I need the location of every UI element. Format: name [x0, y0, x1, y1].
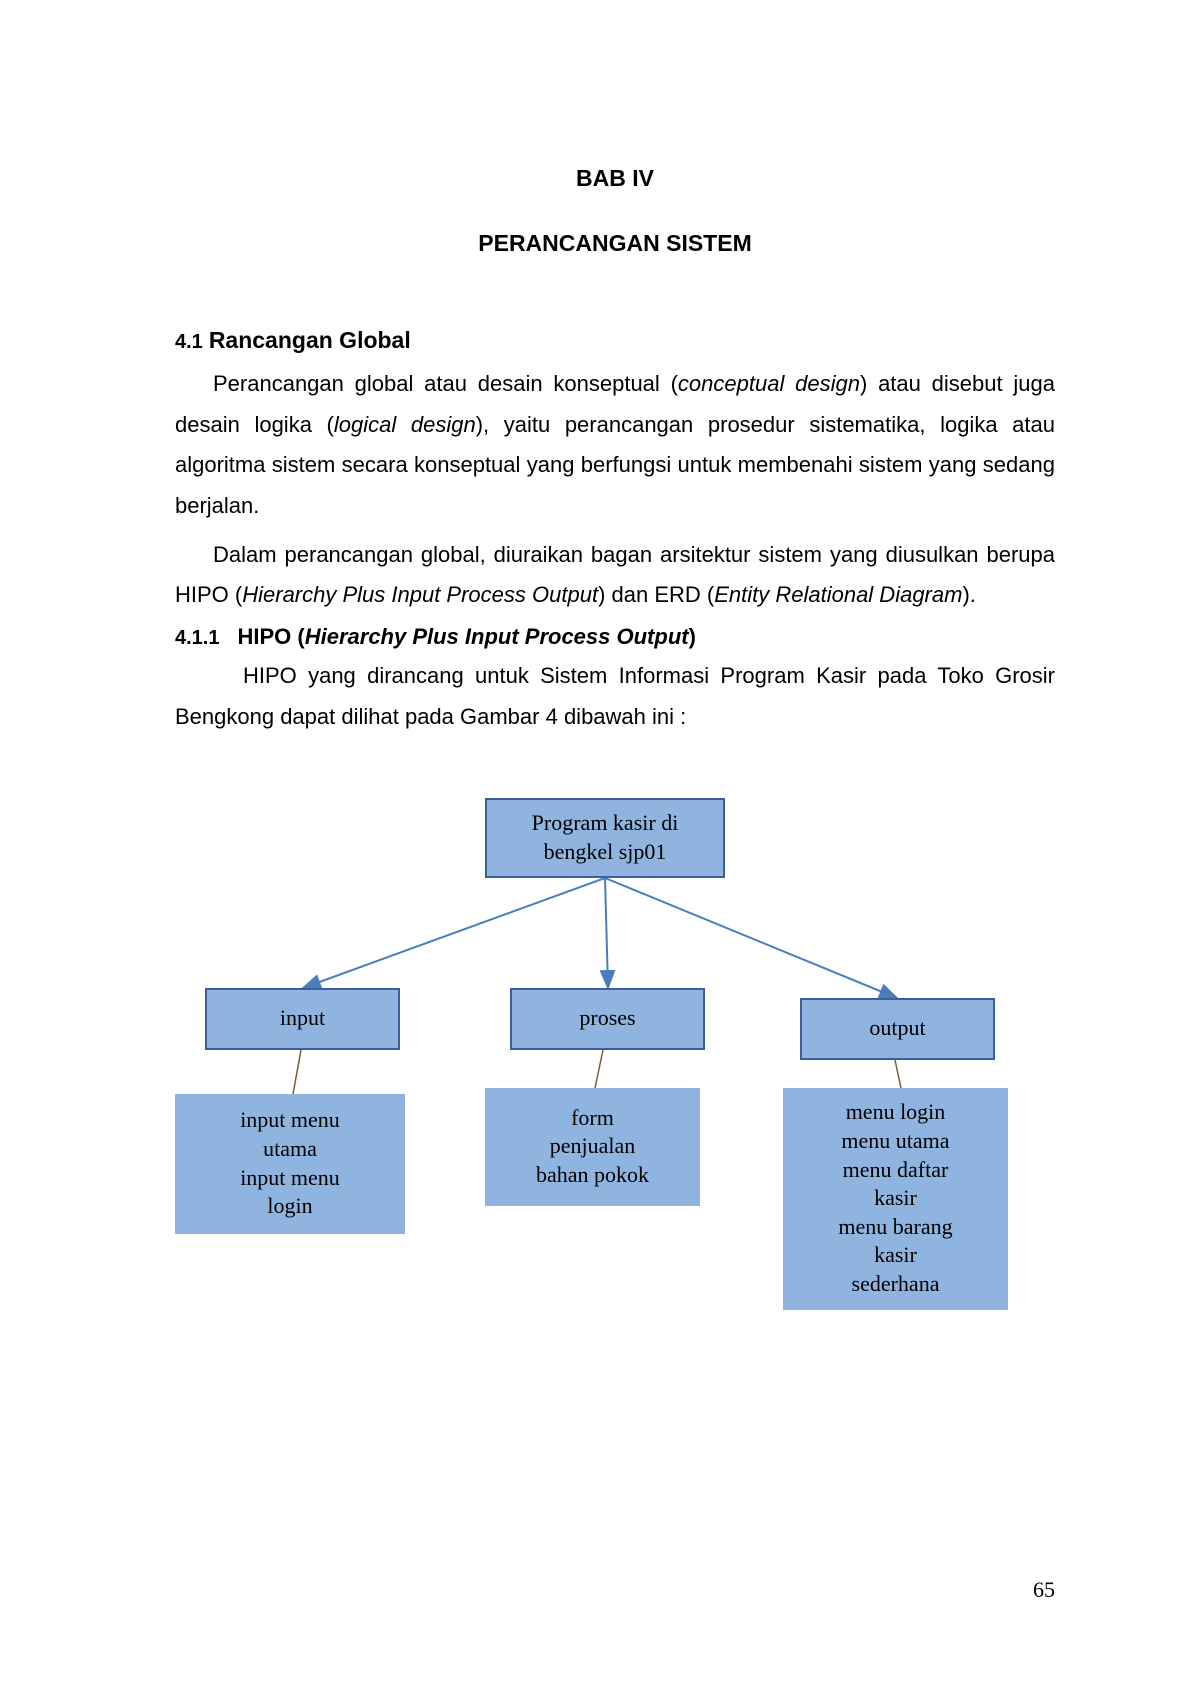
- italic-text: Hierarchy Plus Input Process Output: [242, 582, 598, 607]
- section-heading-text: Rancangan Global: [209, 327, 411, 353]
- diagram-node-input: input: [205, 988, 400, 1050]
- chapter-title: BAB IV: [175, 165, 1055, 192]
- italic-text: Entity Relational Diagram: [714, 582, 962, 607]
- diagram-node-output: output: [800, 998, 995, 1060]
- section-4-1-para1: Perancangan global atau desain konseptua…: [175, 364, 1055, 527]
- page-content: BAB IV PERANCANGAN SISTEM 4.1 Rancangan G…: [0, 0, 1200, 1358]
- diagram-node-proses: proses: [510, 988, 705, 1050]
- subsection-heading-a: HIPO (: [237, 624, 304, 649]
- section-4-1-1-body: HIPO yang dirancang untuk Sistem Informa…: [175, 656, 1055, 737]
- subsection-heading-b: ): [689, 624, 696, 649]
- hipo-diagram: Program kasir dibengkel sjp01 input proses…: [175, 798, 1055, 1358]
- diagram-node-output_detail: menu loginmenu utamamenu daftarkasirmenu…: [783, 1088, 1008, 1310]
- text: Perancangan global atau desain konseptua…: [213, 371, 678, 396]
- italic-text: logical design: [334, 412, 476, 437]
- diagram-node-input_detail: input menuutamainput menulogin: [175, 1094, 405, 1234]
- chapter-subtitle: PERANCANGAN SISTEM: [175, 230, 1055, 257]
- text: ).: [962, 582, 975, 607]
- section-number: 4.1: [175, 331, 203, 353]
- subsection-number: 4.1.1: [175, 627, 219, 649]
- page-number: 65: [1033, 1577, 1055, 1603]
- section-4-1-1-heading: 4.1.1 HIPO (Hierarchy Plus Input Process …: [175, 624, 1055, 650]
- diagram-node-root: Program kasir dibengkel sjp01: [485, 798, 725, 878]
- diagram-node-proses_detail: formpenjualanbahan pokok: [485, 1088, 700, 1206]
- section-4-1-heading: 4.1 Rancangan Global: [175, 327, 1055, 354]
- text: ) dan ERD (: [598, 582, 714, 607]
- section-4-1-para2: Dalam perancangan global, diuraikan baga…: [175, 535, 1055, 616]
- italic-text: conceptual design: [678, 371, 860, 396]
- subsection-heading-italic: Hierarchy Plus Input Process Output: [305, 624, 689, 649]
